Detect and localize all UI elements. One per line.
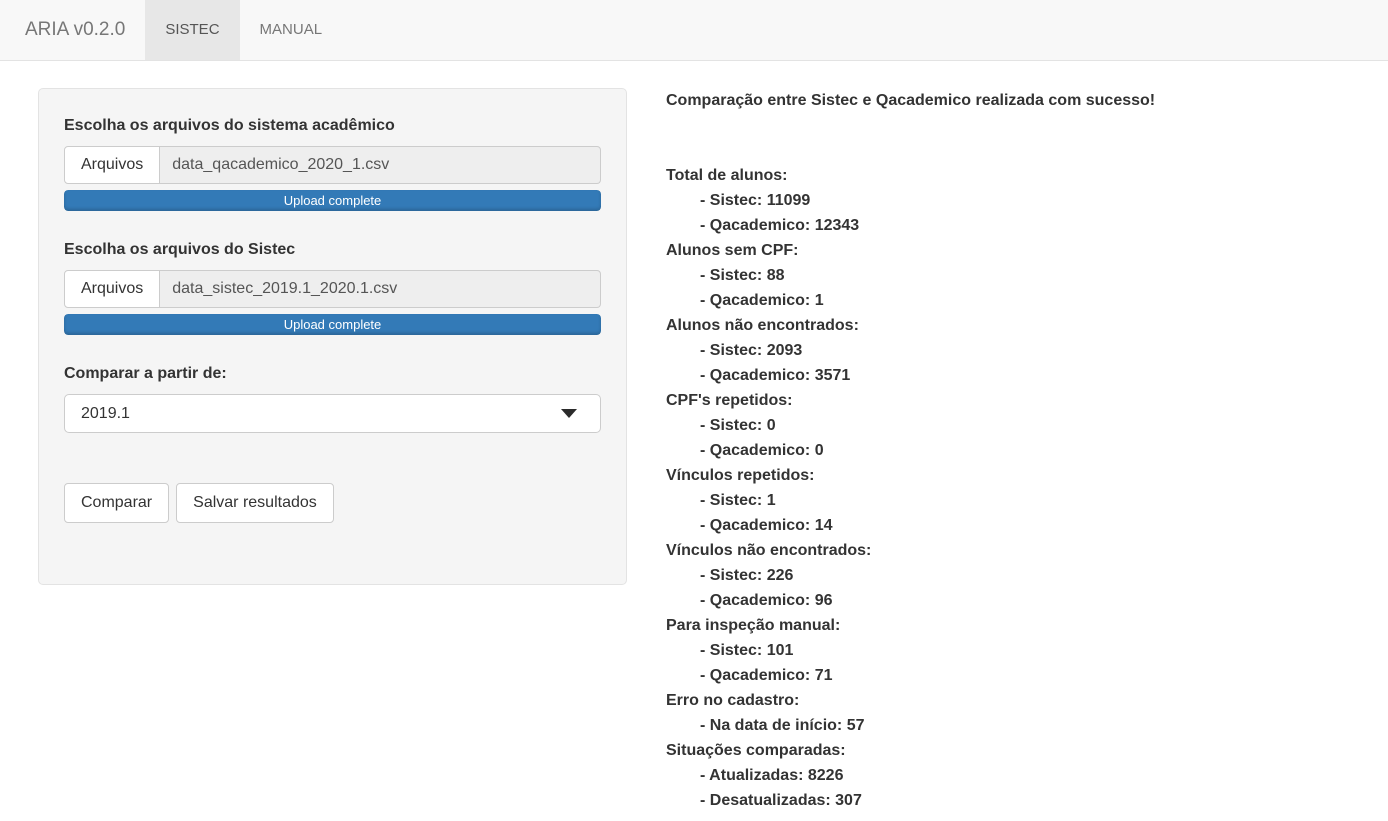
- page-content: Escolha os arquivos do sistema acadêmico…: [0, 61, 1388, 813]
- file-input-sistec-label: Escolha os arquivos do Sistec: [64, 241, 296, 258]
- result-section: Alunos sem CPF: - Sistec: 88 - Qacademic…: [666, 238, 1155, 313]
- result-section-header: Situações comparadas:: [666, 742, 846, 759]
- result-section: Para inspeção manual: - Sistec: 101 - Qa…: [666, 613, 1155, 688]
- compare-button[interactable]: Comparar: [64, 483, 170, 523]
- chevron-down-icon: [561, 409, 577, 418]
- result-item: - Qacademico: 12343: [700, 217, 860, 234]
- upload-progress-bar: Upload complete: [64, 314, 601, 335]
- result-item: - Qacademico: 96: [700, 592, 833, 609]
- result-item: - Sistec: 11099: [700, 192, 811, 209]
- result-item: - Qacademico: 71: [700, 667, 833, 684]
- result-section-header: Alunos não encontrados:: [666, 317, 859, 334]
- browse-files-button[interactable]: Arquivos: [64, 146, 161, 184]
- file-input-qacademico: Escolha os arquivos do sistema acadêmico…: [64, 117, 601, 211]
- sidebar-panel: Escolha os arquivos do sistema acadêmico…: [38, 88, 627, 585]
- result-section-header: Alunos sem CPF:: [666, 242, 799, 259]
- results-title: Comparação entre Sistec e Qacademico rea…: [666, 92, 1156, 109]
- selected-file-name: [160, 146, 601, 184]
- result-item: - Atualizadas: 8226: [700, 767, 844, 784]
- file-input-sistec-group: Arquivos: [64, 270, 601, 308]
- period-select[interactable]: 2019.1: [64, 394, 601, 433]
- result-section-header: CPF's repetidos:: [666, 392, 793, 409]
- action-buttons: Comparar Salvar resultados: [64, 483, 601, 523]
- save-results-button[interactable]: Salvar resultados: [176, 483, 334, 523]
- result-item: - Sistec: 226: [700, 567, 794, 584]
- result-item: - Sistec: 0: [700, 417, 776, 434]
- result-item: - Desatualizadas: 307: [700, 792, 862, 809]
- file-input-sistec: Escolha os arquivos do Sistec Arquivos U…: [64, 241, 601, 335]
- tab-manual[interactable]: MANUAL: [259, 21, 323, 38]
- result-section: Vínculos repetidos: - Sistec: 1 - Qacade…: [666, 463, 1155, 538]
- result-item: - Sistec: 88: [700, 267, 785, 284]
- result-item: - Sistec: 101: [700, 642, 794, 659]
- compare-from-group: Comparar a partir de: 2019.1: [64, 365, 601, 433]
- result-section: Erro no cadastro: - Na data de início: 5…: [666, 688, 1155, 738]
- result-section-header: Para inspeção manual:: [666, 617, 841, 634]
- file-input-qacademico-group: Arquivos: [64, 146, 601, 184]
- browse-files-button[interactable]: Arquivos: [64, 270, 161, 308]
- result-item: - Qacademico: 1: [700, 292, 824, 309]
- navbar: ARIA v0.2.0 SISTEC MANUAL: [0, 0, 1388, 61]
- result-section-header: Vínculos não encontrados:: [666, 542, 872, 559]
- result-section: Alunos não encontrados: - Sistec: 2093 -…: [666, 313, 1155, 388]
- result-section: Situações comparadas: - Atualizadas: 822…: [666, 738, 1155, 813]
- result-item: - Na data de início: 57: [700, 717, 865, 734]
- tab-sistec[interactable]: SISTEC: [145, 0, 240, 60]
- result-item: - Sistec: 1: [700, 492, 776, 509]
- result-section-header: Vínculos repetidos:: [666, 467, 815, 484]
- result-section-header: Total de alunos:: [666, 167, 788, 184]
- result-section-header: Erro no cadastro:: [666, 692, 800, 709]
- result-section: Vínculos não encontrados: - Sistec: 226 …: [666, 538, 1155, 613]
- result-item: - Qacademico: 0: [700, 442, 824, 459]
- result-section: Total de alunos: - Sistec: 11099 - Qacad…: [666, 163, 1155, 238]
- result-item: - Sistec: 2093: [700, 342, 803, 359]
- upload-progress: Upload complete: [64, 190, 601, 211]
- app-title: ARIA v0.2.0: [25, 19, 126, 40]
- upload-progress-bar: Upload complete: [64, 190, 601, 211]
- result-item: - Qacademico: 14: [700, 517, 833, 534]
- selected-file-name: [160, 270, 601, 308]
- upload-progress: Upload complete: [64, 314, 601, 335]
- results-panel: Comparação entre Sistec e Qacademico rea…: [666, 88, 1155, 813]
- file-input-qacademico-label: Escolha os arquivos do sistema acadêmico: [64, 117, 395, 134]
- compare-from-label: Comparar a partir de:: [64, 365, 227, 382]
- result-item: - Qacademico: 3571: [700, 367, 851, 384]
- period-select-value: 2019.1: [81, 404, 130, 422]
- result-section: CPF's repetidos: - Sistec: 0 - Qacademic…: [666, 388, 1155, 463]
